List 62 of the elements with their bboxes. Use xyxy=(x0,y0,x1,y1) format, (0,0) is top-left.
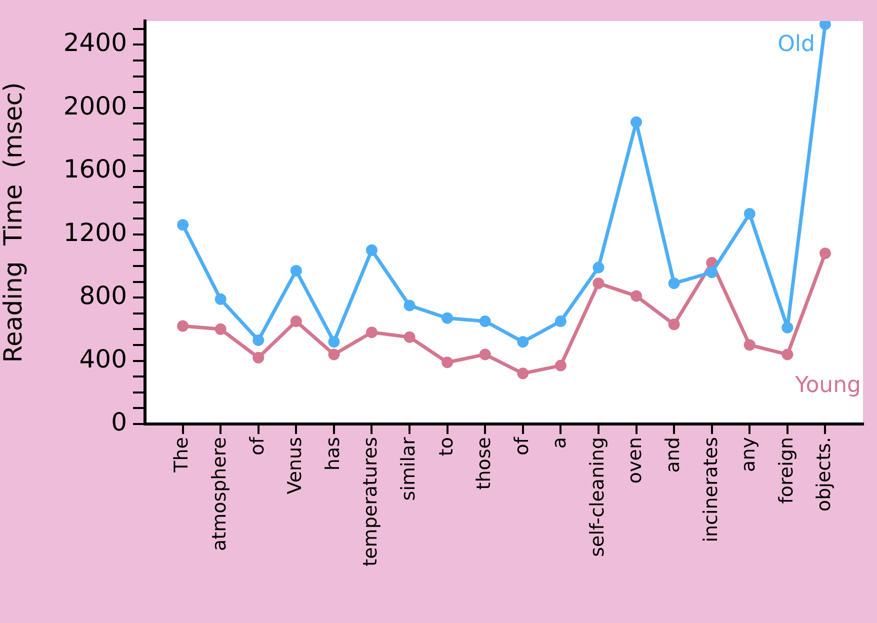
point xyxy=(706,266,718,278)
y-tick-label: 800 xyxy=(79,281,127,310)
point xyxy=(214,323,226,335)
x-tick-label: of xyxy=(246,436,268,456)
x-tick-label: objects. xyxy=(813,437,836,512)
point xyxy=(404,300,416,312)
y-tick-label: 1200 xyxy=(63,218,127,247)
y-axis-title: Reading Time (msec) xyxy=(0,82,28,363)
point xyxy=(442,356,454,368)
point xyxy=(819,248,831,260)
y-tick-label: 0 xyxy=(111,408,127,436)
point xyxy=(592,262,604,274)
x-tick-label: similar xyxy=(397,436,420,501)
x-tick-label: self-cleaning xyxy=(586,437,608,557)
point xyxy=(442,312,454,324)
point xyxy=(479,316,491,328)
point xyxy=(290,316,302,328)
point xyxy=(404,331,416,343)
series-label: Old xyxy=(778,32,815,57)
point xyxy=(630,290,642,302)
point xyxy=(328,336,340,348)
point xyxy=(177,320,189,332)
x-tick-label: foreign xyxy=(775,437,798,504)
x-tick-label: to xyxy=(435,437,458,456)
y-tick-label: 2000 xyxy=(63,91,127,120)
x-tick-label: oven xyxy=(624,437,646,484)
point xyxy=(366,244,378,256)
x-tick-label: has xyxy=(322,437,344,471)
point xyxy=(782,348,794,360)
point xyxy=(290,264,302,276)
series-label: Young xyxy=(794,373,861,398)
point xyxy=(668,318,680,330)
point xyxy=(517,368,529,380)
point xyxy=(782,322,794,334)
x-tick-label: incinerates xyxy=(700,437,722,542)
point xyxy=(592,278,604,290)
point xyxy=(214,293,226,305)
point xyxy=(668,278,680,290)
point xyxy=(328,348,340,360)
point xyxy=(630,116,642,128)
point xyxy=(744,208,756,220)
x-tick-label: Venus xyxy=(284,437,306,494)
point xyxy=(744,339,756,351)
y-tick-label: 2400 xyxy=(63,28,127,58)
y-tick-label: 1600 xyxy=(63,154,127,184)
point xyxy=(554,316,566,328)
x-tick-label: a xyxy=(548,437,571,449)
x-tick-label: atmosphere xyxy=(208,437,231,551)
point xyxy=(517,336,529,348)
point xyxy=(177,219,189,231)
point xyxy=(366,326,378,338)
x-tick-label: those xyxy=(473,437,496,490)
point xyxy=(479,348,491,360)
x-tick-label: any xyxy=(738,437,760,472)
x-tick-label: of xyxy=(510,436,533,456)
x-tick-label: temperatures xyxy=(360,437,382,566)
point xyxy=(252,334,264,346)
x-tick-label: The xyxy=(170,437,193,474)
point xyxy=(554,360,566,372)
y-tick-label: 400 xyxy=(79,344,127,374)
x-tick-label: and xyxy=(662,437,684,473)
point xyxy=(252,352,264,364)
